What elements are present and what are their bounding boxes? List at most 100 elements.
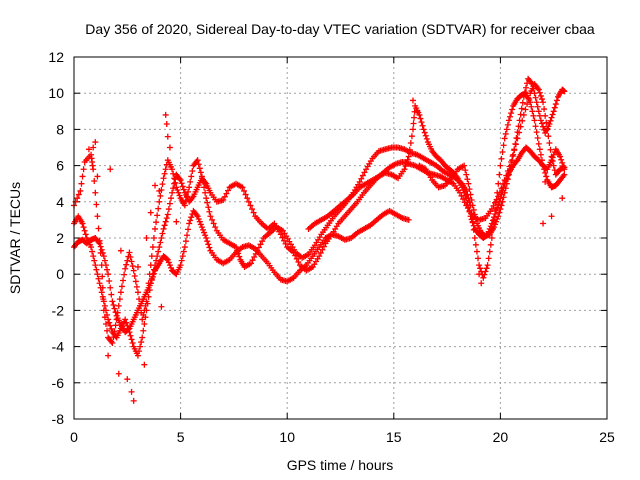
data-point — [496, 171, 503, 178]
data-point — [518, 105, 525, 112]
data-point — [517, 111, 524, 118]
data-point — [102, 320, 109, 327]
data-point — [130, 397, 137, 404]
data-point — [194, 213, 201, 220]
data-point — [188, 173, 195, 180]
data-point — [117, 289, 124, 296]
data-point — [550, 151, 557, 158]
data-point — [203, 195, 210, 202]
data-point — [129, 263, 136, 270]
data-point — [558, 156, 565, 163]
data-point — [472, 215, 479, 222]
data-point — [509, 106, 516, 113]
data-point — [487, 241, 494, 248]
data-point — [178, 257, 185, 264]
data-point — [471, 235, 478, 241]
data-point — [486, 248, 493, 255]
data-point — [417, 115, 424, 122]
data-point — [540, 99, 547, 106]
data-point — [537, 92, 544, 99]
data-point — [536, 89, 543, 96]
data-point — [410, 120, 417, 127]
data-point — [169, 166, 176, 173]
data-point — [470, 206, 477, 213]
data-point — [196, 165, 203, 172]
data-point — [162, 166, 169, 173]
data-point — [111, 305, 118, 312]
data-point — [164, 211, 171, 218]
data-point — [491, 224, 498, 231]
data-point — [186, 220, 193, 227]
data-point — [358, 175, 365, 182]
data-point — [104, 266, 111, 273]
data-point — [179, 253, 186, 260]
data-point — [529, 81, 536, 88]
series-track-5 — [416, 75, 568, 240]
y-tick-label: 8 — [56, 121, 64, 137]
data-point — [142, 314, 149, 321]
data-point — [104, 311, 111, 318]
data-point — [201, 184, 208, 191]
data-point — [134, 289, 141, 296]
data-point — [498, 202, 505, 209]
data-point — [249, 257, 256, 264]
data-point — [89, 248, 96, 255]
data-point — [468, 196, 475, 203]
x-axis-label: GPS time / hours — [287, 457, 394, 473]
data-point — [104, 327, 111, 334]
data-point — [102, 307, 109, 314]
data-point — [469, 202, 476, 209]
data-point — [204, 199, 211, 206]
data-point — [542, 112, 549, 119]
data-point — [549, 111, 556, 118]
data-point — [150, 270, 157, 277]
data-point — [548, 157, 555, 164]
data-point — [201, 229, 208, 236]
data-point — [176, 192, 183, 199]
data-point — [488, 235, 495, 241]
data-point — [279, 234, 286, 241]
series-track-4 — [305, 102, 568, 241]
data-point — [165, 259, 172, 266]
data-point — [171, 180, 178, 187]
data-point — [212, 224, 219, 231]
data-point — [535, 86, 542, 93]
data-point — [513, 134, 520, 141]
data-point — [250, 209, 257, 216]
data-point — [149, 244, 156, 251]
data-point — [535, 140, 542, 147]
data-point — [161, 222, 168, 229]
data-point — [168, 195, 175, 202]
data-point — [550, 162, 557, 169]
data-point — [508, 162, 515, 169]
data-point — [505, 171, 512, 178]
data-point — [196, 218, 203, 225]
data-point — [186, 184, 193, 191]
data-point — [99, 273, 106, 280]
data-point — [115, 302, 122, 309]
data-point — [524, 101, 531, 108]
data-point — [80, 166, 87, 173]
data-point — [500, 194, 507, 201]
data-point — [506, 167, 513, 174]
data-point — [503, 126, 510, 133]
data-point — [401, 166, 408, 173]
data-point — [406, 146, 413, 153]
data-point — [409, 97, 416, 104]
data-point — [90, 144, 97, 151]
data-point — [560, 163, 567, 170]
data-point — [559, 195, 566, 202]
data-point — [244, 195, 251, 202]
data-point — [249, 206, 256, 213]
data-point — [484, 262, 491, 269]
data-point — [127, 332, 134, 339]
data-point — [174, 187, 181, 194]
data-point — [242, 191, 249, 198]
data-point — [159, 181, 166, 188]
data-point — [497, 206, 504, 213]
data-point — [98, 289, 105, 296]
data-point — [245, 198, 252, 205]
data-point — [551, 104, 558, 111]
data-point — [205, 241, 212, 248]
data-point — [134, 263, 141, 270]
